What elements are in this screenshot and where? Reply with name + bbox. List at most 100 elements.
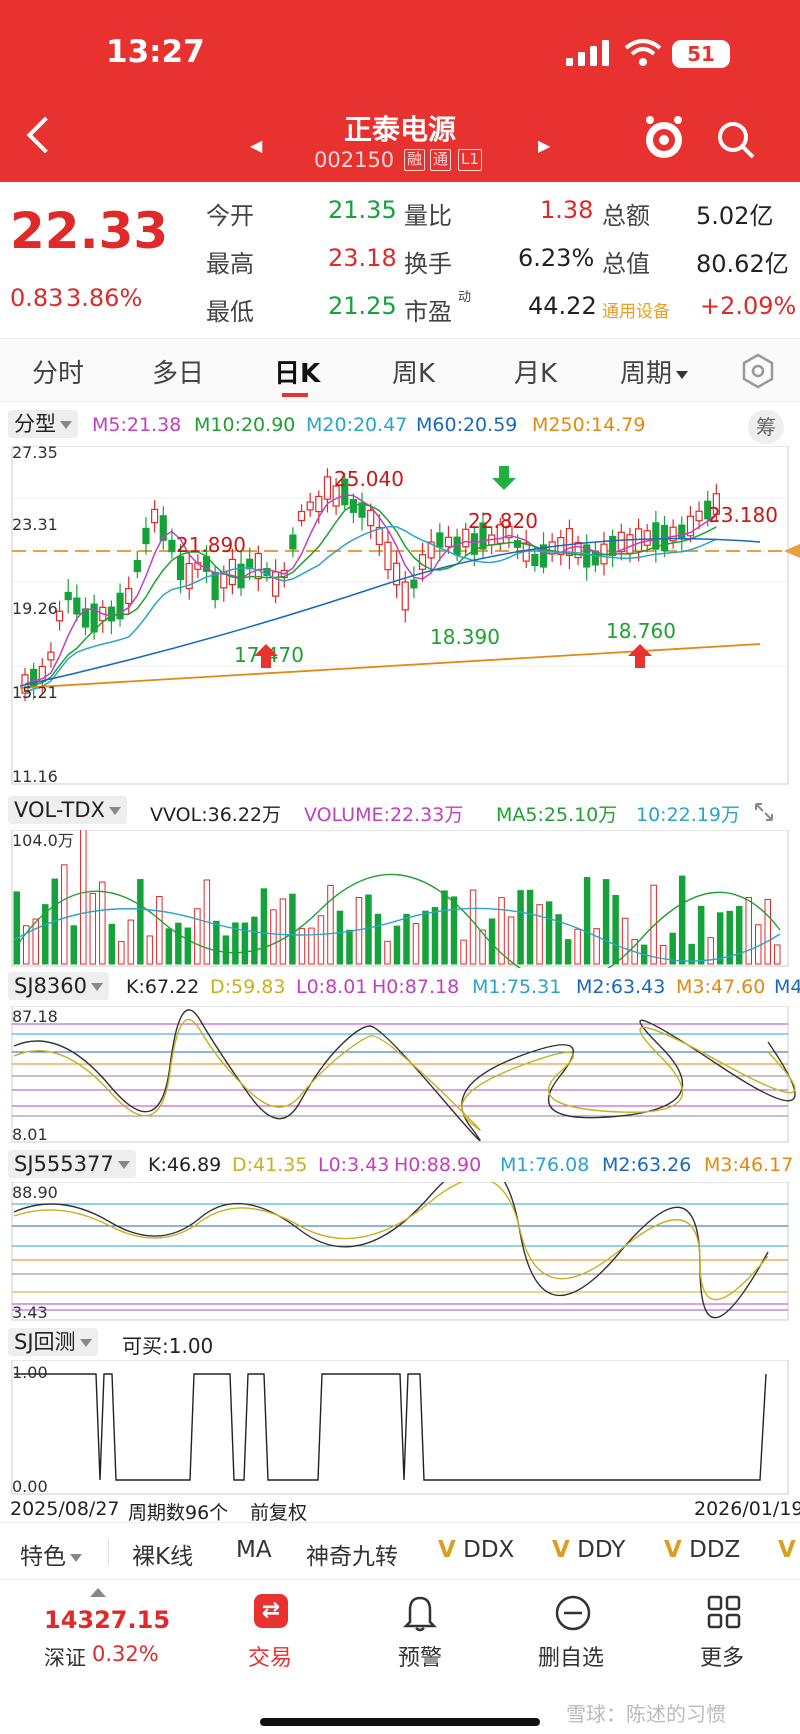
volume-selector[interactable]: VOL-TDX [8, 796, 127, 824]
sj8360-m1: M1:75.31 [472, 976, 562, 998]
tab-active-indicator [282, 393, 308, 397]
tab-monthly-k[interactable]: 月K [514, 359, 558, 389]
pattern-selector[interactable]: 分型 [8, 410, 78, 438]
sj8360-selector[interactable]: SJ8360 [8, 972, 109, 1000]
backtest-signal-line [14, 1373, 767, 1481]
settings-hex-icon[interactable] [740, 353, 776, 389]
buy-signal-arrow-icon [628, 644, 652, 668]
high-annotation: 22.820 [468, 509, 538, 533]
volume-selector-label: VOL-TDX [14, 798, 105, 822]
sj555377-m2: M2:63.26 [602, 1154, 692, 1176]
index-value[interactable]: 14327.15 [44, 1606, 171, 1634]
volume-bar [13, 891, 20, 965]
grid-more-icon[interactable] [706, 1594, 742, 1630]
volume-bar [213, 920, 220, 965]
sector-change: +2.09% [700, 292, 797, 320]
next-stock-icon[interactable]: ▶ [538, 136, 551, 155]
volume-bar [688, 943, 695, 965]
tool-ddx[interactable]: V DDX [438, 1537, 514, 1563]
tool-td-nine[interactable]: 神奇九转 [306, 1544, 398, 1570]
chevron-down-icon [108, 807, 121, 815]
candle [73, 597, 81, 615]
tab-timeshare[interactable]: 分时 [32, 359, 85, 389]
volume-bar [118, 941, 125, 965]
candle [332, 485, 340, 507]
tool-ddy[interactable]: V DDY [552, 1537, 625, 1563]
y-axis-label: 23.31 [12, 515, 58, 534]
chevron-down-icon [70, 1553, 82, 1562]
candle [168, 539, 176, 553]
connect-tag: 通 [430, 149, 452, 171]
tab-weekly-k[interactable]: 周K [392, 359, 436, 389]
tool-more-vip[interactable]: V [778, 1537, 796, 1563]
nav-trade[interactable]: 交易 [248, 1646, 293, 1671]
chevron-down-icon [117, 1161, 130, 1169]
volume-bar [108, 923, 116, 965]
volume-bar [773, 944, 781, 965]
tool-ma[interactable]: MA [236, 1537, 272, 1563]
sj555377-chart[interactable]: 88.90 3.43 [0, 1182, 800, 1322]
vip-badge: V [552, 1537, 570, 1563]
ma250-value: M250:14.79 [532, 414, 646, 436]
tab-period[interactable]: 周期 [620, 353, 689, 390]
period-tabs: 分时 多日 日K 周K 月K 周期 [0, 338, 800, 402]
candle [574, 541, 582, 559]
tool-naked-k[interactable]: 裸K线 [132, 1544, 194, 1570]
candle [427, 541, 435, 559]
volume-bar [602, 879, 610, 965]
sj555377-y-bottom: 3.43 [12, 1303, 48, 1322]
low-annotation: 18.390 [430, 625, 500, 649]
candle [254, 552, 262, 580]
trade-icon[interactable]: ⇄ [254, 1594, 288, 1628]
candle [401, 581, 409, 611]
backtest-selector[interactable]: SJ回测 [8, 1328, 98, 1356]
candle [652, 522, 660, 550]
sector-label[interactable]: 通用设备 [602, 302, 670, 322]
candle [246, 558, 254, 570]
volume-bar [156, 895, 163, 965]
signal-icon [566, 40, 609, 66]
ma-line [24, 526, 717, 693]
index-pct: 0.32% [92, 1642, 159, 1666]
sj8360-h0: H0:87.18 [372, 976, 460, 998]
candlestick-chart[interactable]: 27.35 23.31 19.26 15.21 11.16 25.040 21.… [0, 446, 800, 786]
candle [341, 478, 349, 506]
tab-multiday[interactable]: 多日 [152, 359, 205, 389]
nav-remove-watchlist[interactable]: 删自选 [538, 1646, 605, 1671]
ma10-value: M10:20.90 [194, 414, 296, 436]
volume-bar [526, 889, 534, 965]
candle [64, 591, 72, 601]
volume-chart[interactable]: 104.0万 [0, 830, 800, 968]
tab-daily-k[interactable]: 日K [274, 359, 321, 389]
bell-icon[interactable] [402, 1594, 438, 1632]
volume-bar [270, 909, 277, 965]
volume-bar [517, 890, 524, 965]
prev-stock-icon[interactable]: ◀ [250, 136, 263, 155]
bottom-nav [0, 1582, 800, 1734]
nav-alert[interactable]: 预警 [398, 1646, 443, 1671]
chip-distribution-button[interactable]: 筹 [748, 410, 784, 444]
tool-featured[interactable]: 特色 [20, 1537, 82, 1571]
open-label: 今开 [206, 202, 254, 230]
candle [47, 651, 55, 661]
vol-ma10-value: 10:22.19万 [636, 804, 740, 826]
candle [695, 510, 703, 522]
nav-more[interactable]: 更多 [700, 1646, 745, 1671]
remove-watchlist-icon[interactable] [554, 1594, 592, 1632]
volume-bar [545, 901, 553, 965]
candle [444, 536, 453, 548]
sj8360-chart[interactable]: 87.18 8.01 [0, 1006, 800, 1144]
high-label: 最高 [206, 250, 254, 278]
backtest-chart[interactable]: 1.00 0.00 [0, 1360, 800, 1496]
sj555377-selector[interactable]: SJ555377 [8, 1150, 136, 1178]
tool-ddz[interactable]: V DDZ [664, 1537, 740, 1563]
vip-badge: V [778, 1537, 796, 1563]
volume-y-label: 104.0万 [12, 831, 74, 850]
search-icon[interactable] [716, 120, 756, 160]
turnover-label: 换手 [404, 250, 452, 278]
candle [643, 530, 651, 546]
expand-icon[interactable] [752, 800, 776, 824]
assistant-icon[interactable] [642, 114, 686, 162]
candle [531, 553, 539, 567]
start-date: 2025/08/27 [10, 1498, 120, 1520]
